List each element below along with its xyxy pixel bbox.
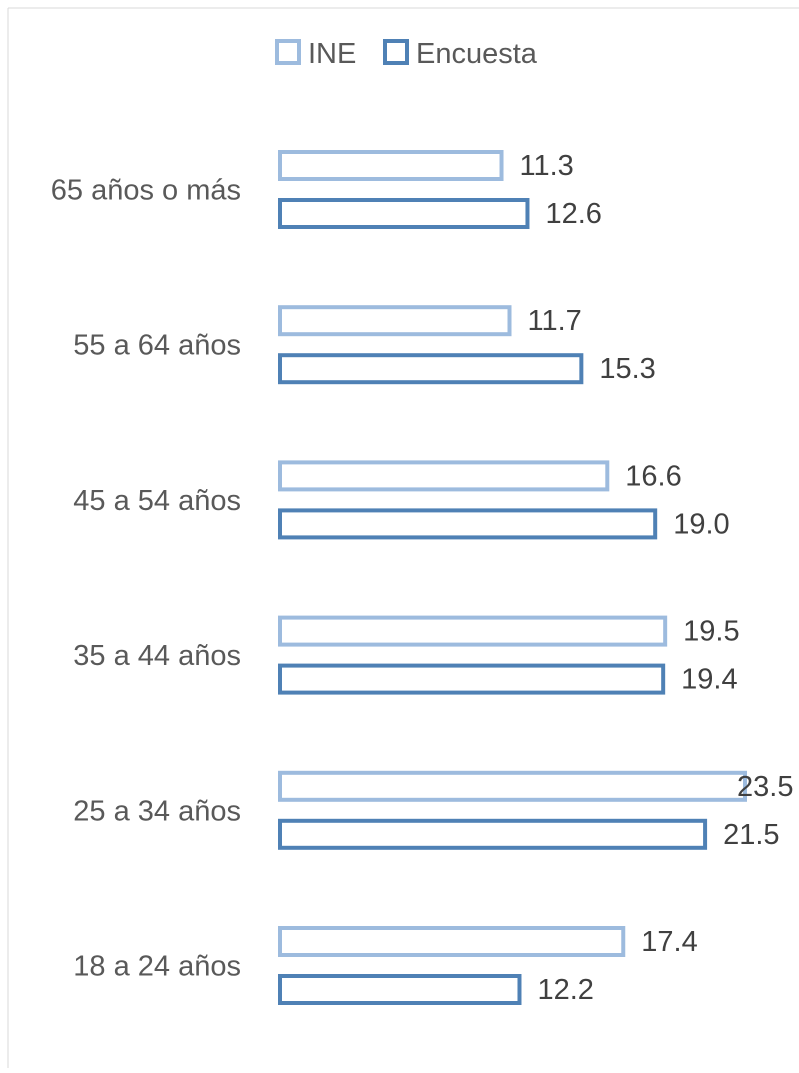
legend-label-ine: INE — [308, 38, 356, 70]
bar-ine — [278, 150, 504, 181]
category-label: 65 años o más — [51, 175, 241, 207]
value-label-ine: 11.3 — [520, 150, 574, 182]
value-labels: 11.3 12.6 11.7 15.3 16.6 19.0 19.5 19.4 23.5 21.5… — [520, 150, 794, 1006]
legend-swatch-encuesta — [383, 39, 409, 65]
category-label: 25 a 34 años — [73, 795, 241, 827]
bar-encuesta — [278, 663, 666, 695]
bar-encuesta — [278, 818, 708, 850]
category-label: 35 a 44 años — [73, 640, 241, 672]
legend-swatch-ine — [275, 39, 301, 65]
bar-encuesta — [278, 974, 522, 1005]
bar-encuesta — [278, 198, 530, 229]
legend: INE Encuesta — [275, 38, 538, 70]
value-label-encuesta: 21.5 — [723, 819, 779, 851]
value-label-encuesta: 19.4 — [681, 664, 737, 696]
bar-ine — [278, 770, 747, 802]
category-label: 18 a 24 años — [73, 951, 241, 983]
legend-label-encuesta: Encuesta — [416, 38, 538, 70]
category-label: 45 a 54 años — [73, 485, 241, 517]
value-label-encuesta: 12.2 — [537, 974, 593, 1006]
bar-ine — [278, 460, 610, 492]
bar-ine — [278, 305, 512, 337]
bar-encuesta — [278, 508, 658, 540]
value-label-ine: 11.7 — [528, 305, 582, 337]
bar-ine — [278, 615, 668, 647]
bars — [278, 150, 747, 1005]
value-label-ine: 19.5 — [683, 616, 739, 648]
value-label-encuesta: 15.3 — [599, 353, 655, 385]
category-labels: 65 años o más 55 a 64 años 45 a 54 años 35 … — [51, 175, 241, 983]
value-label-ine: 16.6 — [625, 460, 681, 492]
category-label: 55 a 64 años — [73, 330, 241, 362]
value-label-encuesta: 12.6 — [545, 198, 601, 230]
value-label-encuesta: 19.0 — [673, 508, 729, 540]
bar-ine — [278, 926, 626, 957]
value-label-ine: 23.5 — [737, 771, 793, 803]
bar-encuesta — [278, 353, 584, 385]
value-label-ine: 17.4 — [641, 926, 697, 958]
